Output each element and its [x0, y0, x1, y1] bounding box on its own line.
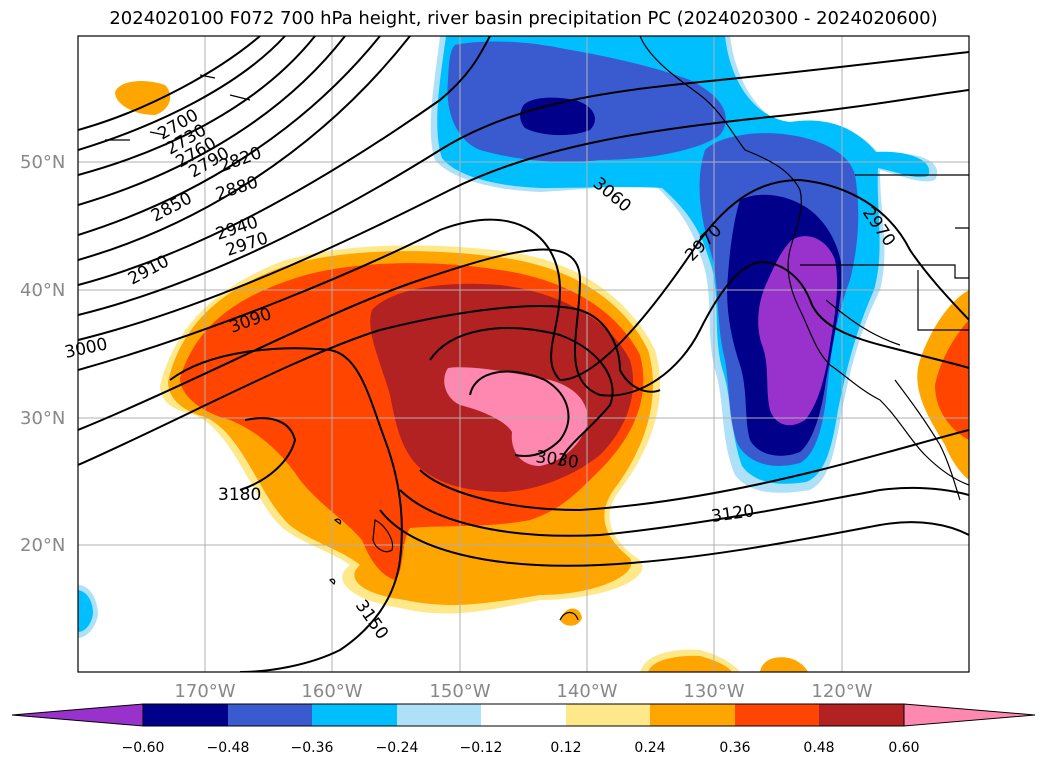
colorbar-extend-max: [903, 703, 1036, 727]
negative-anomaly-skyblue-w: [78, 590, 93, 632]
colorbar-segment-1: [143, 704, 228, 726]
colorbar-extend-min: [11, 703, 144, 727]
colorbar-tick-036: 0.36: [719, 740, 750, 756]
colorbar-tick-neg036: −0.36: [291, 740, 334, 756]
map-panel[interactable]: 2700 2730 2760 2790 2820 2850 2880 2910 …: [63, 35, 970, 673]
colorbar-tick-024: 0.24: [634, 740, 665, 756]
latitude-labels: 50°N 40°N 30°N 20°N: [20, 152, 65, 556]
colorbar-tick-048: 0.48: [803, 740, 834, 756]
colorbar-segment-5: [481, 704, 566, 726]
colorbar-segment-2: [228, 704, 312, 726]
lon-label-170w: 170°W: [174, 681, 235, 702]
lon-label-150w: 150°W: [429, 681, 490, 702]
colorbar-segment-3: [312, 704, 397, 726]
colorbar-tick-neg048: −0.48: [207, 740, 250, 756]
colorbar-segment-6: [566, 704, 650, 726]
colorbar-tick-060: 0.60: [888, 740, 919, 756]
contour-label-3180: 3180: [218, 485, 261, 505]
colorbar-frame: [142, 703, 905, 727]
lat-label-50n: 50°N: [20, 152, 65, 173]
lon-label-120w: 120°W: [811, 681, 872, 702]
colorbar-tick-neg012: −0.12: [460, 740, 503, 756]
positive-anomaly-orange-s2: [760, 657, 808, 672]
lon-label-140w: 140°W: [556, 681, 617, 702]
colorbar-segment-9: [819, 704, 904, 726]
positive-anomaly-orangered-ne: [935, 320, 969, 440]
positive-anomaly-orange-nw: [115, 80, 171, 115]
colorbar-segment-8: [735, 704, 819, 726]
lon-label-160w: 160°W: [301, 681, 362, 702]
lat-label-20n: 20°N: [20, 535, 65, 556]
lat-label-30n: 30°N: [20, 408, 65, 429]
height-contours: [78, 36, 969, 672]
colorbar: −0.60 −0.48 −0.36 −0.24 −0.12 0.12 0.24 …: [11, 703, 1036, 756]
positive-anomaly-pink: [444, 367, 588, 466]
colorbar-segment-7: [650, 704, 735, 726]
colorbar-tick-neg024: −0.24: [376, 740, 419, 756]
positive-anomaly-orange-s1: [648, 655, 732, 672]
map-frame: [77, 35, 970, 673]
map-title: 2024020100 F072 700 hPa height, river ba…: [109, 8, 938, 29]
negative-anomaly-purple: [758, 236, 838, 426]
colorbar-segment-4: [397, 704, 481, 726]
positive-anomaly-orange-s3: [560, 608, 582, 626]
colorbar-tick-012: 0.12: [550, 740, 581, 756]
longitude-labels: 170°W 160°W 150°W 140°W 130°W 120°W: [174, 681, 872, 702]
negative-anomaly-navy: [520, 97, 595, 136]
lat-label-40n: 40°N: [20, 280, 65, 301]
lon-label-130w: 130°W: [683, 681, 744, 702]
colorbar-tick-neg060: −0.60: [122, 740, 165, 756]
